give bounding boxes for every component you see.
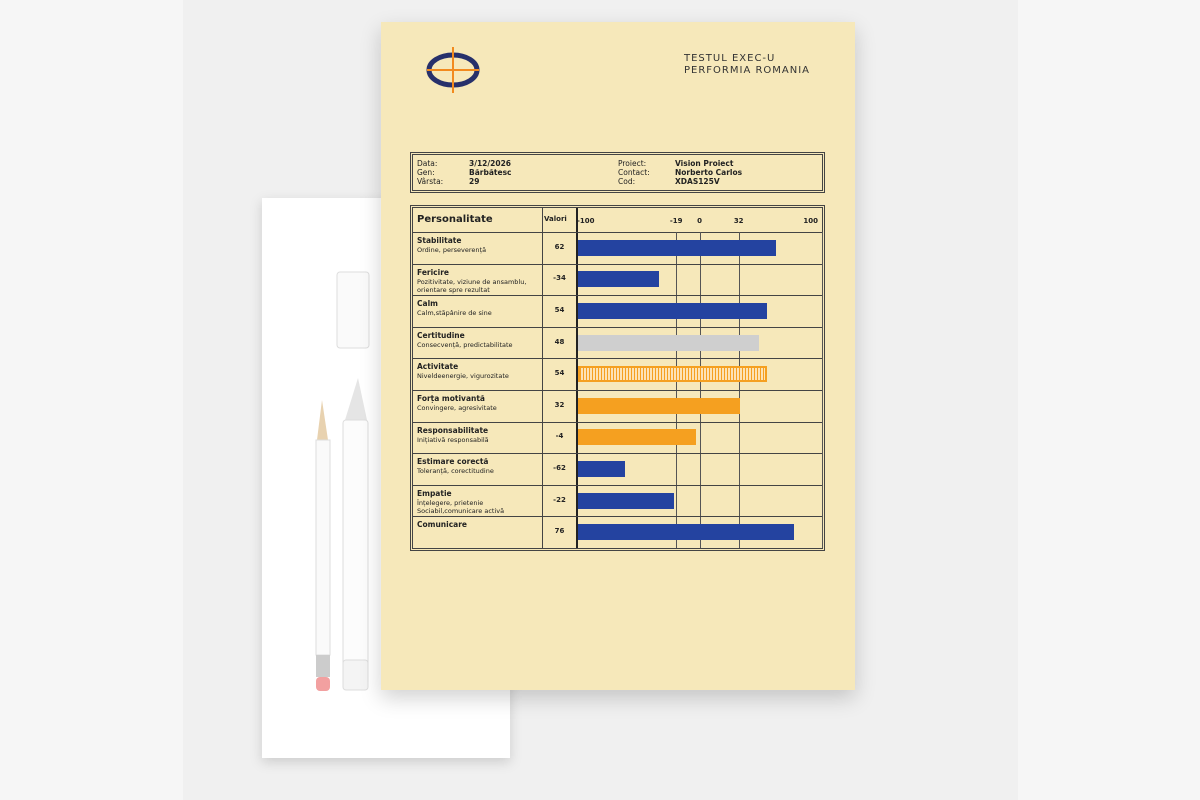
bar: [578, 429, 696, 446]
value-label: 54: [554, 369, 565, 378]
row-divider: [413, 295, 822, 297]
value-label: 62: [554, 242, 565, 251]
info-value: Bărbătesc: [469, 168, 512, 177]
info-label: Proiect:: [618, 159, 647, 168]
category-name: Estimare corectă: [417, 457, 489, 467]
row-divider: [413, 421, 822, 423]
category-description: Înțelegere, prietenie Sociabil,comunicar…: [417, 498, 505, 515]
category-description: Niveldeenergie, vigurozitate: [417, 372, 509, 381]
row-divider: [413, 484, 822, 486]
value-label: -34: [553, 274, 566, 283]
info-value: Vision Proiect: [675, 159, 734, 168]
info-value: Norberto Carlos: [675, 168, 743, 177]
bar: [578, 524, 794, 541]
category-description: Consecvență, predictabilitate: [417, 340, 513, 349]
header-divider: [413, 232, 822, 233]
info-label: Data:: [417, 159, 438, 168]
category-name: Certitudine: [417, 330, 465, 340]
category-description: Toleranță, corectitudine: [417, 467, 494, 476]
category-name: Forța motivantă: [417, 394, 485, 403]
category-name: Calm: [417, 299, 438, 309]
value-label: -22: [553, 495, 566, 504]
row-divider: [413, 516, 822, 518]
grid-line: [822, 232, 823, 548]
category-name: Empatie: [417, 488, 452, 498]
paper: [381, 22, 855, 690]
value-label: 76: [554, 527, 565, 536]
column-divider: [576, 208, 578, 548]
row-divider: [413, 263, 822, 265]
category-name: Responsabilitate: [417, 425, 489, 435]
category-description: Calm,stăpânire de sine: [417, 309, 492, 318]
value-label: 48: [554, 337, 565, 346]
row-divider: [413, 358, 822, 360]
info-value: XDAS125V: [675, 177, 720, 186]
row-divider: [413, 453, 822, 455]
info-label: Cod:: [618, 177, 636, 186]
bar: [578, 461, 625, 477]
category-name: Comunicare: [417, 520, 468, 530]
row-divider: [413, 390, 822, 391]
info-box: Data: 3/12/2026 Gen: Bărbătesc Vârsta: 29 Proi…: [410, 152, 825, 193]
value-label: 54: [554, 306, 565, 314]
bar: [578, 239, 777, 256]
category-name: Activitate: [417, 362, 459, 372]
chart-table: Personalitate Valori -100 -19 0 32 100 Stabilit…: [410, 205, 825, 551]
value-label: 32: [554, 400, 565, 409]
chart-title: Personalitate: [417, 214, 493, 225]
bar: [578, 492, 674, 509]
bar: [578, 397, 740, 414]
bar: [578, 271, 659, 288]
bar: [578, 303, 767, 319]
category-name: Fericire: [417, 267, 449, 277]
category-description: Convingere, agresivitate: [417, 404, 497, 412]
x-tick-label: 100: [803, 217, 818, 225]
row-divider: [413, 326, 822, 328]
bar: [578, 334, 760, 351]
logo: [426, 47, 480, 93]
value-header: Valori: [544, 215, 567, 223]
bar: [578, 366, 767, 383]
info-label: Vârsta:: [417, 177, 444, 186]
info-value: 29: [469, 177, 480, 186]
value-label: -62: [553, 464, 566, 472]
value-label: -4: [555, 432, 564, 441]
x-tick-label: 32: [733, 217, 744, 225]
info-label: Contact:: [618, 168, 650, 177]
category-name: Stabilitate: [417, 236, 462, 245]
info-value: 3/12/2026: [469, 159, 512, 168]
header-title: TESTUL EXEC-U: [684, 53, 776, 64]
column-divider: [542, 208, 543, 548]
category-description: Pozitivitate, viziune de ansamblu, orien…: [417, 277, 527, 294]
category-description: Ordine, perseverență: [417, 246, 487, 254]
x-tick-label: -100: [577, 217, 595, 225]
header-subtitle: PERFORMIA ROMANIA: [684, 65, 811, 76]
x-tick-label: 0: [697, 217, 702, 225]
x-tick-label: -19: [669, 217, 683, 225]
info-label: Gen:: [417, 168, 435, 177]
category-description: Inițiativă responsabilă: [417, 435, 489, 444]
